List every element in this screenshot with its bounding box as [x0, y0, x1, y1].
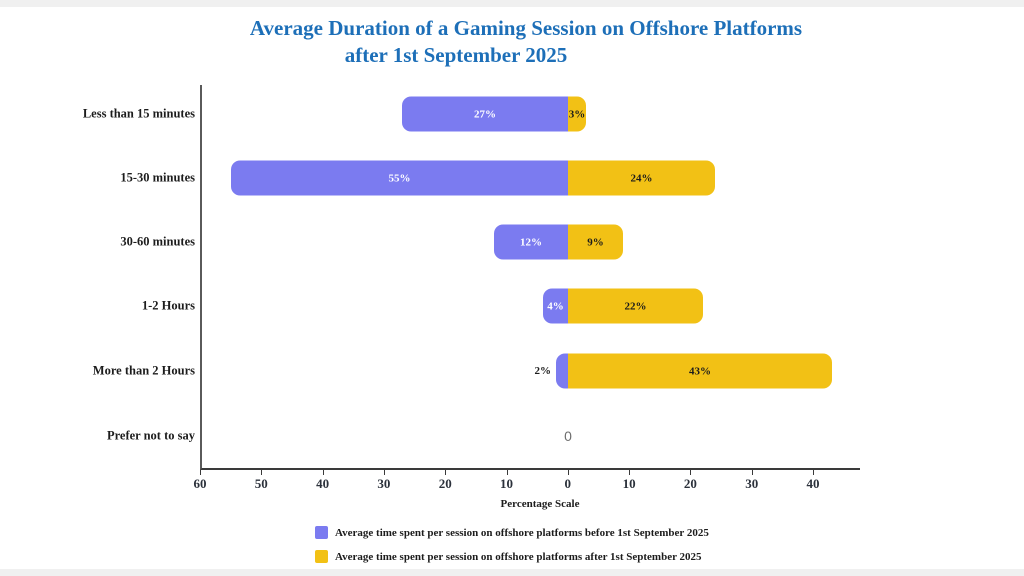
legend-item-after: Average time spent per session on offsho… — [315, 550, 709, 563]
axis-tick-mark — [751, 470, 753, 475]
axis-tick-mark — [690, 470, 692, 475]
axis-tick-label: 60 — [193, 476, 207, 491]
bar-before-0: 27% — [402, 96, 568, 132]
legend-swatch-after — [315, 550, 328, 563]
category-label: 15-30 minutes — [120, 170, 195, 185]
category-label: 30-60 minutes — [120, 234, 195, 249]
plot-area — [200, 85, 860, 470]
axis-tick-label: 30 — [377, 476, 391, 491]
category-label: 1-2 Hours — [141, 298, 195, 313]
bar-after-4: 43% — [568, 353, 832, 389]
bar-before-3: 4% — [543, 288, 568, 324]
bar-value-label: 4% — [547, 300, 564, 312]
bar-before-1: 55% — [231, 160, 568, 196]
axis-tick-label: 10 — [622, 476, 636, 491]
axis-tick-label: 0 — [564, 476, 572, 491]
axis-tick-mark — [506, 470, 508, 475]
axis-tick-mark — [383, 470, 385, 475]
bar-value-label: 55% — [388, 172, 411, 184]
top-edge-band — [0, 0, 1024, 7]
category-label: Prefer not to say — [106, 428, 195, 443]
bar-value-label: 24% — [630, 172, 653, 184]
bar-after-1: 24% — [568, 160, 715, 196]
axis-tick-label: 20 — [438, 476, 452, 491]
bar-value-label: 22% — [624, 300, 647, 312]
axis-tick-mark — [567, 470, 569, 475]
bar-value-label: 3% — [568, 108, 586, 120]
axis-tick-label: 30 — [745, 476, 759, 491]
axis-tick-label: 50 — [254, 476, 268, 491]
legend-label-after: Average time spent per session on offsho… — [335, 550, 702, 563]
axis-tick-mark — [261, 470, 263, 475]
legend: Average time spent per session on offsho… — [315, 526, 709, 574]
chart-title: Average Duration of a Gaming Session on … — [26, 15, 1024, 69]
bar-value-label: 9% — [587, 236, 604, 248]
bar-after-2: 9% — [568, 224, 623, 260]
bar-value-label-outside: 2% — [534, 365, 552, 377]
chart-title-line2: after 1st September 2025 — [344, 43, 568, 67]
axis-tick-label: 40 — [316, 476, 330, 491]
bar-value-label: 12% — [520, 236, 542, 248]
x-axis-title: Percentage Scale — [500, 498, 580, 510]
axis-tick-mark — [445, 470, 447, 475]
bar-value-label: 43% — [689, 365, 711, 377]
chart-title-line1: Average Duration of a Gaming Session on … — [249, 16, 803, 40]
legend-swatch-before — [315, 526, 328, 539]
axis-tick-label: 20 — [683, 476, 697, 491]
axis-tick-mark — [629, 470, 631, 475]
legend-item-before: Average time spent per session on offsho… — [315, 526, 709, 539]
axis-tick-mark — [322, 470, 324, 475]
bar-before-4 — [556, 353, 568, 389]
axis-tick-mark — [813, 470, 814, 475]
category-label: More than 2 Hours — [92, 363, 195, 378]
bottom-edge-band — [0, 569, 1024, 576]
bar-value-label: 27% — [474, 108, 496, 120]
axis-tick-label: 40 — [806, 476, 820, 491]
zero-value-label: 0 — [564, 428, 572, 444]
legend-label-before: Average time spent per session on offsho… — [335, 526, 709, 539]
axis-tick-mark — [200, 470, 201, 475]
bar-after-3: 22% — [568, 288, 703, 324]
bar-before-2: 12% — [494, 224, 568, 260]
bar-after-0: 3% — [568, 96, 586, 132]
axis-tick-label: 10 — [500, 476, 513, 491]
category-label: Less than 15 minutes — [82, 106, 195, 121]
